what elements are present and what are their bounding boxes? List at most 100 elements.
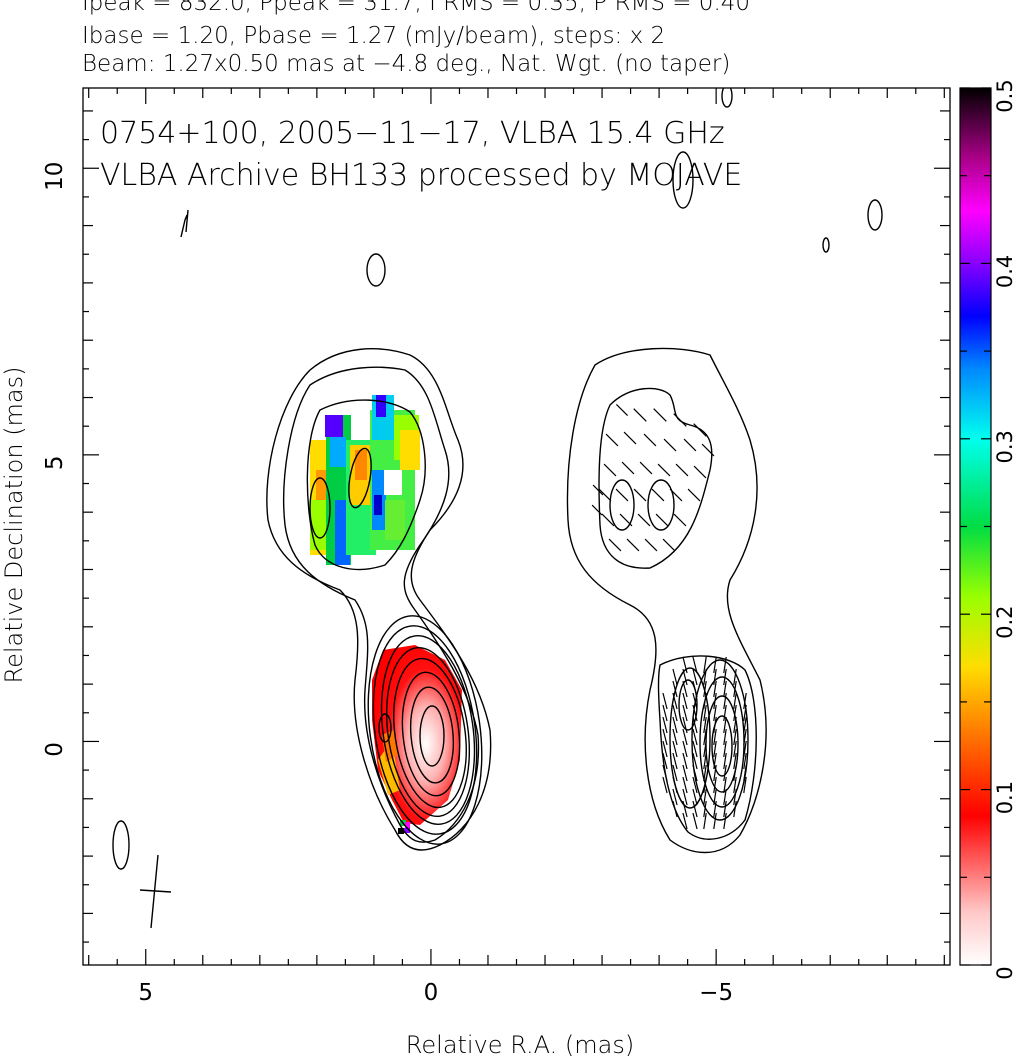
evpa-vector xyxy=(733,692,737,710)
evpa-vector xyxy=(713,728,717,746)
evpa-vector xyxy=(733,668,737,686)
y-axis-label: Relative Declination (mas) xyxy=(0,366,28,683)
evpa-vector xyxy=(683,438,697,452)
evpa-vector xyxy=(703,704,707,722)
jet-polarization-patch xyxy=(310,395,420,565)
evpa-vector xyxy=(682,680,688,698)
evpa-vector xyxy=(662,752,668,770)
evpa-vector xyxy=(703,764,707,782)
evpa-vector xyxy=(608,538,622,552)
evpa-vector xyxy=(633,408,647,422)
evpa-vector xyxy=(672,752,678,770)
evpa-vector xyxy=(637,513,651,527)
evpa-vector xyxy=(682,740,688,758)
evpa-vector xyxy=(682,668,688,686)
evpa-vector xyxy=(733,740,737,758)
evpa-vector xyxy=(743,776,747,794)
evpa-vector xyxy=(723,692,727,710)
evpa-vector xyxy=(713,704,717,722)
colorbar-ticks xyxy=(960,87,991,966)
y-tick-labels: 0 5 10 xyxy=(42,162,68,757)
beam-cross xyxy=(139,854,172,929)
evpa-vector xyxy=(743,764,747,782)
evpa-vector xyxy=(663,438,677,452)
evpa-vector xyxy=(675,463,689,477)
evpa-vector xyxy=(598,488,612,502)
evpa-vector xyxy=(713,692,717,710)
evpa-vector xyxy=(723,740,727,758)
evpa-vector xyxy=(713,752,717,770)
evpa-vector xyxy=(693,465,707,479)
evpa-vector xyxy=(591,504,603,516)
outer-contour-1 xyxy=(266,348,492,851)
evpa-vector xyxy=(723,716,727,734)
x-axis-ticks xyxy=(88,88,945,965)
evpa-vector xyxy=(672,740,678,758)
evpa-vector xyxy=(672,680,678,698)
evpa-vector xyxy=(692,740,698,758)
evpa-vector xyxy=(672,668,678,686)
evpa-vector xyxy=(713,788,717,806)
evpa-vector xyxy=(733,752,737,770)
evpa-vector xyxy=(682,764,688,782)
plot-title-line-2: VLBA Archive BH133 processed by MOJAVE xyxy=(100,158,742,193)
evpa-vector xyxy=(692,812,698,830)
evpa-vector xyxy=(615,403,629,417)
evpa-vector xyxy=(723,788,727,806)
evpa-vector xyxy=(682,776,688,794)
evpa-vector xyxy=(723,800,727,818)
evpa-vector xyxy=(743,692,747,710)
evpa-vector xyxy=(615,488,629,502)
evpa-vector xyxy=(733,788,737,806)
pol-outer-contour xyxy=(566,347,767,854)
evpa-vector xyxy=(682,704,688,722)
evpa-vector xyxy=(682,800,688,818)
evpa-vector xyxy=(723,776,727,794)
colorbar-tick-label: 0.4 xyxy=(993,255,1017,288)
evpa-vector xyxy=(743,716,747,734)
evpa-vector xyxy=(733,704,737,722)
x-tick-labels: 5 0 −5 xyxy=(138,980,733,1006)
evpa-vector xyxy=(621,461,635,475)
fractional-polarization-patches xyxy=(310,395,462,834)
evpa-vector xyxy=(703,668,707,686)
evpa-vector xyxy=(733,800,737,818)
colorbar-tick-label: 0.5 xyxy=(993,79,1017,112)
evpa-vector xyxy=(703,812,707,830)
evpa-vector xyxy=(669,488,683,502)
evpa-vector xyxy=(713,680,717,698)
evpa-vector xyxy=(672,728,678,746)
evpa-vector xyxy=(723,656,727,674)
evpa-vector xyxy=(682,788,688,806)
evpa-vector xyxy=(733,716,737,734)
evpa-vector xyxy=(639,461,653,475)
evpa-vector xyxy=(662,740,668,758)
evpa-vector xyxy=(662,776,668,794)
evpa-vector xyxy=(651,488,665,502)
evpa-vector xyxy=(692,788,698,806)
evpa-vector xyxy=(723,704,727,722)
evpa-vector xyxy=(662,764,668,782)
evpa-vector xyxy=(692,680,698,698)
y-tick-label: 10 xyxy=(42,162,68,191)
evpa-vector xyxy=(692,752,698,770)
evpa-vector xyxy=(682,752,688,770)
evpa-vector xyxy=(692,716,698,734)
evpa-vector xyxy=(713,740,717,758)
evpa-vector xyxy=(653,408,667,422)
evpa-vector xyxy=(723,812,727,830)
evpa-vector xyxy=(733,728,737,746)
evpa-vector xyxy=(672,776,678,794)
evpa-vector xyxy=(723,680,727,698)
evpa-vector xyxy=(626,538,640,552)
evpa-vector xyxy=(713,812,717,830)
header-line-3: Beam: 1.27x0.50 mas at −4.8 deg., Nat. W… xyxy=(82,51,731,77)
evpa-vector xyxy=(692,728,698,746)
evpa-vector xyxy=(713,668,717,686)
evpa-vector xyxy=(657,463,671,477)
evpa-vector xyxy=(743,752,747,770)
evpa-vector xyxy=(703,656,707,674)
plot-frame xyxy=(82,87,951,966)
evpa-vector xyxy=(703,752,707,770)
evpa-vector xyxy=(673,513,687,527)
